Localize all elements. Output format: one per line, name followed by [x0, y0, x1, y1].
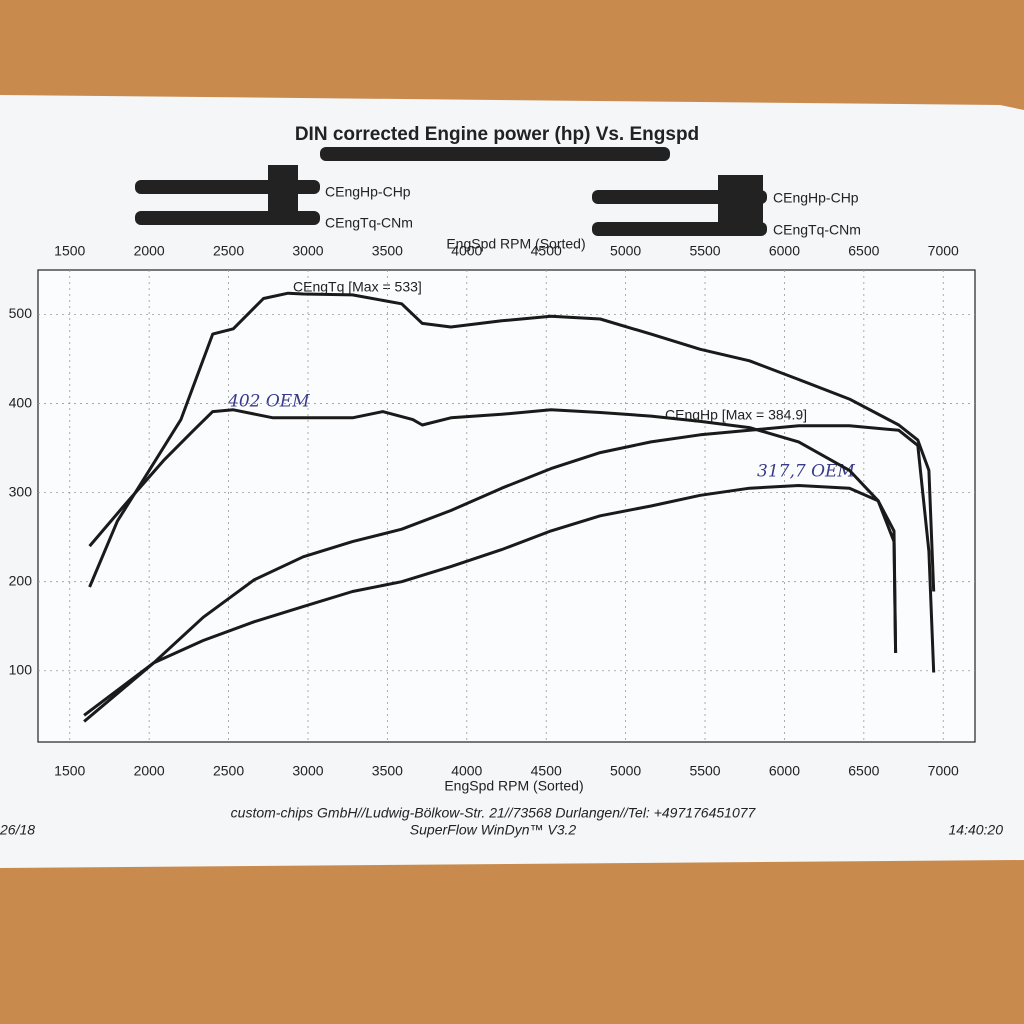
x-tick-label: 2500: [213, 763, 244, 779]
x-tick-label: 4000: [451, 243, 482, 259]
y-tick-label: 200: [9, 572, 33, 588]
redaction: [135, 211, 320, 225]
x-axis-title: EngSpd RPM (Sorted): [446, 236, 585, 252]
y-tick-label: 400: [9, 394, 33, 410]
x-tick-label: 3000: [292, 763, 323, 779]
legend-label: CEngTq-CNm: [325, 215, 413, 231]
legend-label: CEngHp-CHp: [773, 190, 859, 206]
x-tick-label: 6500: [848, 243, 879, 259]
x-tick-label: 1500: [54, 243, 85, 259]
redaction: [592, 222, 767, 236]
legend-label: CEngHp-CHp: [325, 184, 411, 200]
footer: SuperFlow WinDyn™ V3.2: [410, 822, 577, 838]
x-tick-label: 2000: [134, 243, 165, 259]
data-line: [83, 484, 898, 723]
chart-title: DIN corrected Engine power (hp) Vs. Engs…: [295, 124, 699, 145]
x-tick-label: 6000: [769, 243, 800, 259]
x-tick-label: 6000: [769, 763, 800, 779]
x-tick-label: 6500: [848, 763, 879, 779]
annotation: CEngTq [Max = 533]: [293, 279, 422, 295]
x-tick-label: 3500: [372, 243, 403, 259]
redaction: [718, 175, 763, 223]
y-tick-label: 500: [9, 305, 33, 321]
redaction: [320, 147, 670, 161]
x-tick-label: 3000: [292, 243, 323, 259]
x-tick-label: 2000: [134, 763, 165, 779]
data-line: [88, 408, 898, 653]
x-tick-label: 4000: [451, 763, 482, 779]
handwritten-note: 402 OEM: [227, 392, 310, 412]
x-tick-label: 5000: [610, 763, 641, 779]
x-tick-label: 7000: [928, 243, 959, 259]
x-tick-label: 5500: [689, 243, 720, 259]
x-tick-label: 3500: [372, 763, 403, 779]
y-tick-label: 100: [9, 661, 33, 677]
x-axis-title: EngSpd RPM (Sorted): [444, 778, 583, 794]
x-tick-label: 1500: [54, 763, 85, 779]
x-tick-label: 5000: [610, 243, 641, 259]
x-tick-label: 7000: [928, 763, 959, 779]
redaction: [268, 165, 298, 213]
legend-label: CEngTq-CNm: [773, 222, 861, 238]
data-line: [88, 291, 936, 592]
data-line: [83, 424, 936, 717]
handwritten-note: 317,7 OEM: [757, 462, 855, 482]
plot-area: [37, 269, 976, 743]
x-tick-label: 4500: [531, 243, 562, 259]
footer: custom-chips GmbH//Ludwig-Bölkow-Str. 21…: [231, 805, 757, 821]
date: 26/18: [0, 822, 35, 838]
annotation: CEngHp [Max = 384.9]: [665, 407, 807, 423]
y-tick-label: 300: [9, 483, 33, 499]
x-tick-label: 2500: [213, 243, 244, 259]
x-tick-label: 5500: [689, 763, 720, 779]
x-tick-label: 4500: [531, 763, 562, 779]
time: 14:40:20: [949, 822, 1004, 838]
